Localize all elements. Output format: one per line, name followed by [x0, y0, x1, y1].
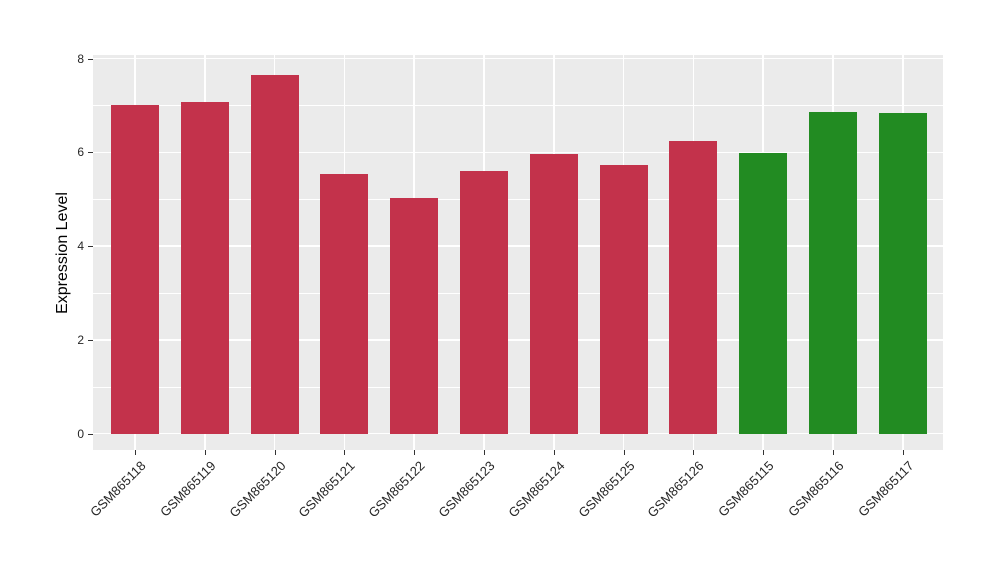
gridline-major-y6	[93, 151, 943, 154]
x-tick-mark-GSM865115	[763, 450, 765, 455]
bar-GSM865119	[180, 102, 229, 434]
bar-GSM865118	[111, 105, 159, 434]
y-tick-mark-6	[88, 152, 93, 154]
x-tick-label-text-GSM865125: GSM865125	[574, 458, 638, 521]
x-tick-label-text-GSM865117: GSM865117	[854, 458, 917, 520]
x-tick-label-text-GSM865122: GSM865122	[365, 458, 428, 521]
y-tick-mark-4	[88, 246, 93, 248]
x-tick-mark-GSM865119	[204, 450, 206, 455]
y-tick-label-4: 4	[77, 239, 84, 254]
gridline-major-y8	[93, 57, 943, 60]
x-tick-label-text-GSM865124: GSM865124	[505, 458, 568, 521]
y-tick-label-8: 8	[77, 51, 84, 66]
y-tick-mark-8	[88, 58, 93, 60]
x-tick-mark-GSM865123	[484, 450, 485, 455]
gridline-major-y0	[93, 432, 943, 435]
x-tick-mark-GSM865126	[693, 450, 695, 455]
bar-GSM865124	[529, 154, 578, 434]
bar-GSM865117	[878, 112, 927, 434]
x-tick-label-text-GSM865118: GSM865118	[87, 458, 149, 520]
x-tick-mark-GSM865116	[833, 450, 834, 455]
x-tick-mark-GSM865122	[414, 450, 416, 455]
x-tick-label-text-GSM865121: GSM865121	[295, 458, 358, 521]
bar-GSM865121	[320, 173, 369, 434]
y-tick-mark-2	[88, 339, 93, 341]
bar-GSM865126	[669, 141, 718, 434]
bar-GSM865122	[390, 198, 439, 434]
gridline-minor-y3	[93, 292, 943, 294]
x-tick-mark-GSM865125	[623, 450, 625, 455]
bar-GSM865123	[460, 170, 508, 434]
gridline-minor-y7	[93, 105, 943, 107]
y-tick-label-0: 0	[77, 426, 84, 441]
y-tick-label-6: 6	[77, 145, 84, 160]
y-axis-title: Expression Level	[54, 191, 71, 314]
x-tick-label-text-GSM865119: GSM865119	[156, 458, 219, 520]
x-tick-label-text-GSM865116: GSM865116	[785, 458, 847, 520]
x-tick-label-text-GSM865120: GSM865120	[225, 458, 289, 521]
x-tick-mark-GSM865120	[274, 450, 276, 455]
x-tick-label-text-GSM865115: GSM865115	[715, 458, 777, 520]
x-tick-label-text-GSM865126: GSM865126	[644, 458, 707, 521]
gridline-minor-y5	[93, 199, 943, 201]
x-tick-mark-GSM865121	[344, 450, 346, 455]
gridline-minor-y1	[93, 386, 943, 388]
plot-panel	[93, 55, 943, 450]
bar-GSM865115	[739, 153, 788, 434]
x-tick-label-text-GSM865123: GSM865123	[435, 458, 498, 521]
y-tick-label-2: 2	[77, 332, 84, 347]
gridline-major-y2	[93, 339, 943, 341]
x-tick-mark-GSM865118	[135, 450, 136, 455]
y-axis-title-box: Expression Level	[47, 55, 79, 450]
x-tick-mark-GSM865117	[902, 450, 904, 455]
gridline-major-y4	[93, 245, 943, 247]
bar-GSM865125	[599, 164, 648, 434]
bar-GSM865116	[809, 112, 857, 434]
x-tick-mark-GSM865124	[553, 450, 555, 455]
bar-GSM865120	[250, 75, 299, 434]
y-tick-mark-0	[88, 433, 93, 435]
